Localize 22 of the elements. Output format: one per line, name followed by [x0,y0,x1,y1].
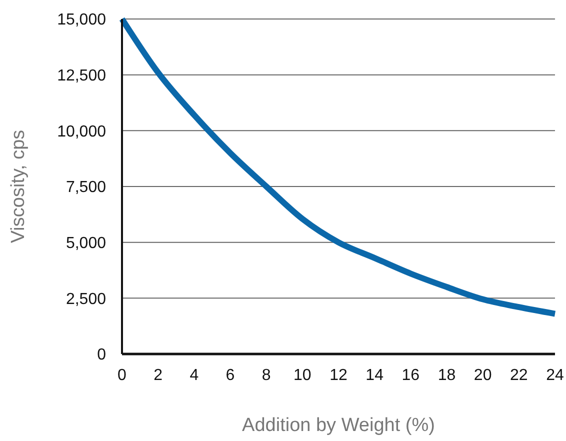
x-tick-label: 22 [510,367,528,384]
x-tick-label: 18 [438,367,456,384]
y-tick-label: 10,000 [57,123,106,140]
x-tick-label: 20 [474,367,492,384]
x-tick-label: 4 [190,367,199,384]
y-tick-label: 0 [97,346,106,364]
y-axis-title: Viscosity, cps [8,130,29,244]
x-tick-label: 0 [118,367,127,384]
y-tick-label: 2,500 [66,290,106,308]
y-tick-label: 7,500 [66,179,106,196]
x-tick-label: 16 [402,367,420,384]
x-tick-label: 6 [226,367,235,384]
y-tick-label: 15,000 [57,12,106,29]
x-tick-label: 24 [546,367,564,384]
y-tick-label: 12,500 [57,67,106,84]
x-axis-title: Addition by Weight (%) [242,415,435,436]
y-tick-label: 5,000 [66,234,106,252]
x-tick-label: 10 [294,367,312,384]
x-tick-label: 12 [330,367,348,384]
x-tick-label: 14 [366,367,384,384]
x-tick-label: 8 [262,367,271,384]
x-tick-label: 2 [154,367,163,384]
